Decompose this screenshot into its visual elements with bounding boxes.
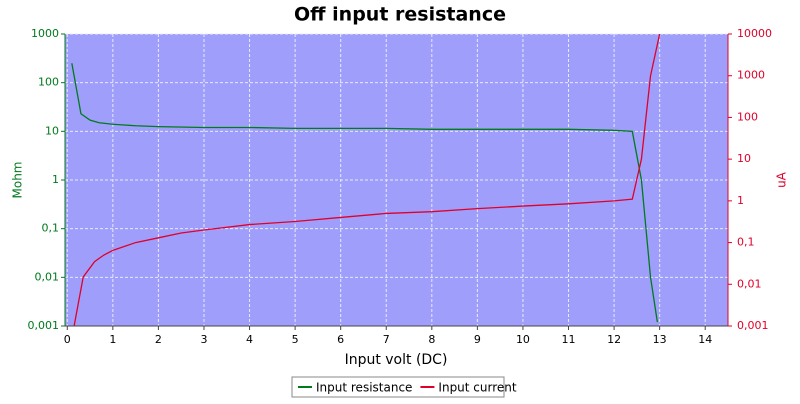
y2-tick-label: 0,001 <box>737 319 769 332</box>
x-tick-label: 4 <box>246 333 253 346</box>
y2-tick-label: 10 <box>737 152 751 165</box>
y2-axis-label: uA <box>775 171 789 188</box>
x-tick-label: 6 <box>337 333 344 346</box>
legend-label: Input resistance <box>316 381 412 395</box>
x-tick-label: 5 <box>292 333 299 346</box>
y2-tick-label: 10000 <box>737 27 772 40</box>
x-tick-label: 1 <box>109 333 116 346</box>
y2-tick-label: 0,01 <box>737 277 762 290</box>
y-tick-label: 10 <box>45 124 59 137</box>
y-tick-label: 0,1 <box>42 222 60 235</box>
x-axis-label: Input volt (DC) <box>345 352 448 368</box>
y2-tick-label: 1000 <box>737 69 765 82</box>
series-line <box>73 34 661 326</box>
x-tick-label: 11 <box>562 333 576 346</box>
y-tick-label: 100 <box>38 76 59 89</box>
y2-tick-label: 1 <box>737 194 744 207</box>
x-tick-label: 3 <box>200 333 207 346</box>
y-tick-label: 1 <box>52 173 59 186</box>
series-line <box>71 63 659 323</box>
x-tick-label: 8 <box>428 333 435 346</box>
x-tick-label: 2 <box>155 333 162 346</box>
x-tick-label: 12 <box>607 333 621 346</box>
x-tick-label: 14 <box>698 333 712 346</box>
legend-box <box>291 376 505 398</box>
y2-tick-label: 100 <box>737 110 758 123</box>
chart-title: Off input resistance <box>294 4 506 26</box>
y2-tick-label: 0,1 <box>737 236 755 249</box>
x-tick-label: 13 <box>653 333 667 346</box>
legend-label: Input current <box>438 381 516 395</box>
y-tick-label: 1000 <box>31 27 59 40</box>
y-tick-label: 0,01 <box>35 270 60 283</box>
x-tick-label: 10 <box>516 333 530 346</box>
y-axis-label: Mohm <box>11 162 25 199</box>
x-tick-label: 9 <box>474 333 481 346</box>
y-tick-label: 0,001 <box>28 319 60 332</box>
x-tick-label: 0 <box>64 333 71 346</box>
x-tick-label: 7 <box>383 333 390 346</box>
